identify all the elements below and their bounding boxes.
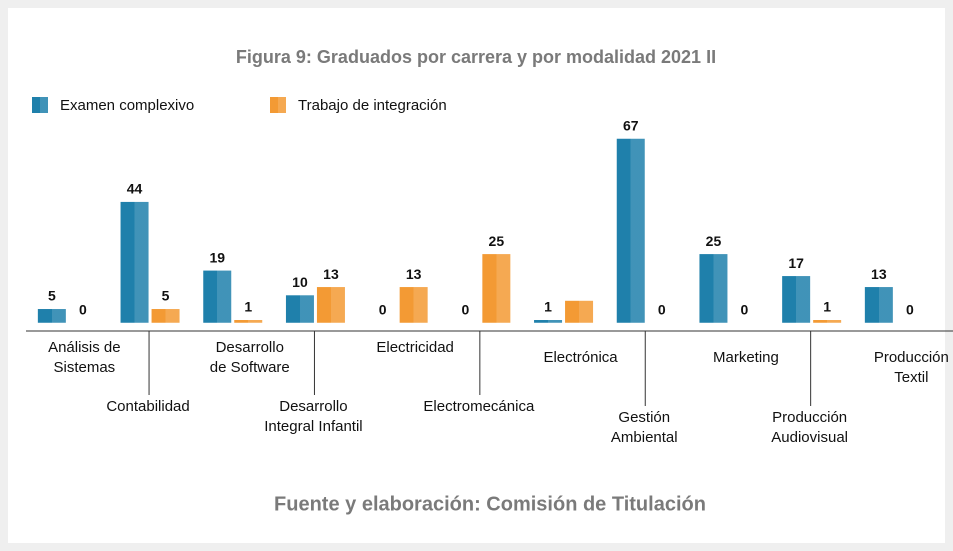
source: Fuente y elaboración: Comisión de Titula… xyxy=(274,493,706,515)
chart-title: Figura 9: Graduados por carrera y por mo… xyxy=(236,47,716,67)
data-label: 44 xyxy=(127,181,143,197)
data-label: 25 xyxy=(489,233,505,249)
data-label: 1 xyxy=(544,299,552,315)
data-label: 0 xyxy=(379,301,387,317)
x-tick-label: Electromecánica xyxy=(423,398,535,415)
data-label: 13 xyxy=(323,266,339,282)
data-label: 19 xyxy=(209,249,225,265)
data-label: 0 xyxy=(741,301,749,317)
legend-label: Examen complexivo xyxy=(60,97,194,114)
data-label: 5 xyxy=(162,288,170,304)
x-tick-label: Producción Audiovisual xyxy=(771,409,848,446)
x-tick-label: Marketing xyxy=(713,349,779,366)
bar xyxy=(203,270,232,323)
bar xyxy=(616,138,645,323)
bar xyxy=(534,320,563,323)
data-label: 0 xyxy=(461,301,469,317)
bar xyxy=(482,254,511,323)
bar xyxy=(120,201,149,323)
x-tick-label: Análisis de Sistemas xyxy=(48,339,121,376)
x-tick-label: Contabilidad xyxy=(106,398,190,415)
chart-card: Análisis de Sistemas Contabilidad Desarrol… xyxy=(8,8,949,543)
data-label: 0 xyxy=(658,301,666,317)
x-tick-label: Producción Textil xyxy=(873,349,949,386)
legend-swatch xyxy=(270,97,286,113)
x-tick-label: Electricidad xyxy=(376,339,454,356)
x-tick-label: Desarrollo Integral Infantil xyxy=(264,398,363,435)
legend-swatch xyxy=(32,97,48,113)
data-label: 13 xyxy=(406,266,422,282)
x-tick-label: Electrónica xyxy=(543,349,618,366)
bar xyxy=(813,320,842,323)
data-label: 0 xyxy=(906,301,914,317)
x-tick-label: Desarrollo de Software xyxy=(209,339,290,376)
data-label: 5 xyxy=(48,288,56,304)
bar xyxy=(37,309,66,323)
data-label: 0 xyxy=(79,301,87,317)
bar xyxy=(864,287,893,323)
data-label: 67 xyxy=(623,117,639,133)
data-label: 1 xyxy=(823,299,831,315)
bar xyxy=(151,309,180,323)
data-label: 1 xyxy=(244,299,252,315)
bar xyxy=(234,320,263,323)
bar xyxy=(782,276,811,323)
bar xyxy=(316,287,345,323)
bar xyxy=(565,300,594,323)
data-label: 10 xyxy=(292,274,308,290)
bar xyxy=(285,295,314,323)
data-label: 13 xyxy=(871,266,887,282)
bar xyxy=(699,254,728,323)
legend-label: Trabajo de integración xyxy=(298,97,447,114)
data-label: 25 xyxy=(706,233,722,249)
data-label: 17 xyxy=(788,255,804,271)
bar xyxy=(399,287,428,323)
x-tick-label: Gestión Ambiental xyxy=(610,409,678,446)
